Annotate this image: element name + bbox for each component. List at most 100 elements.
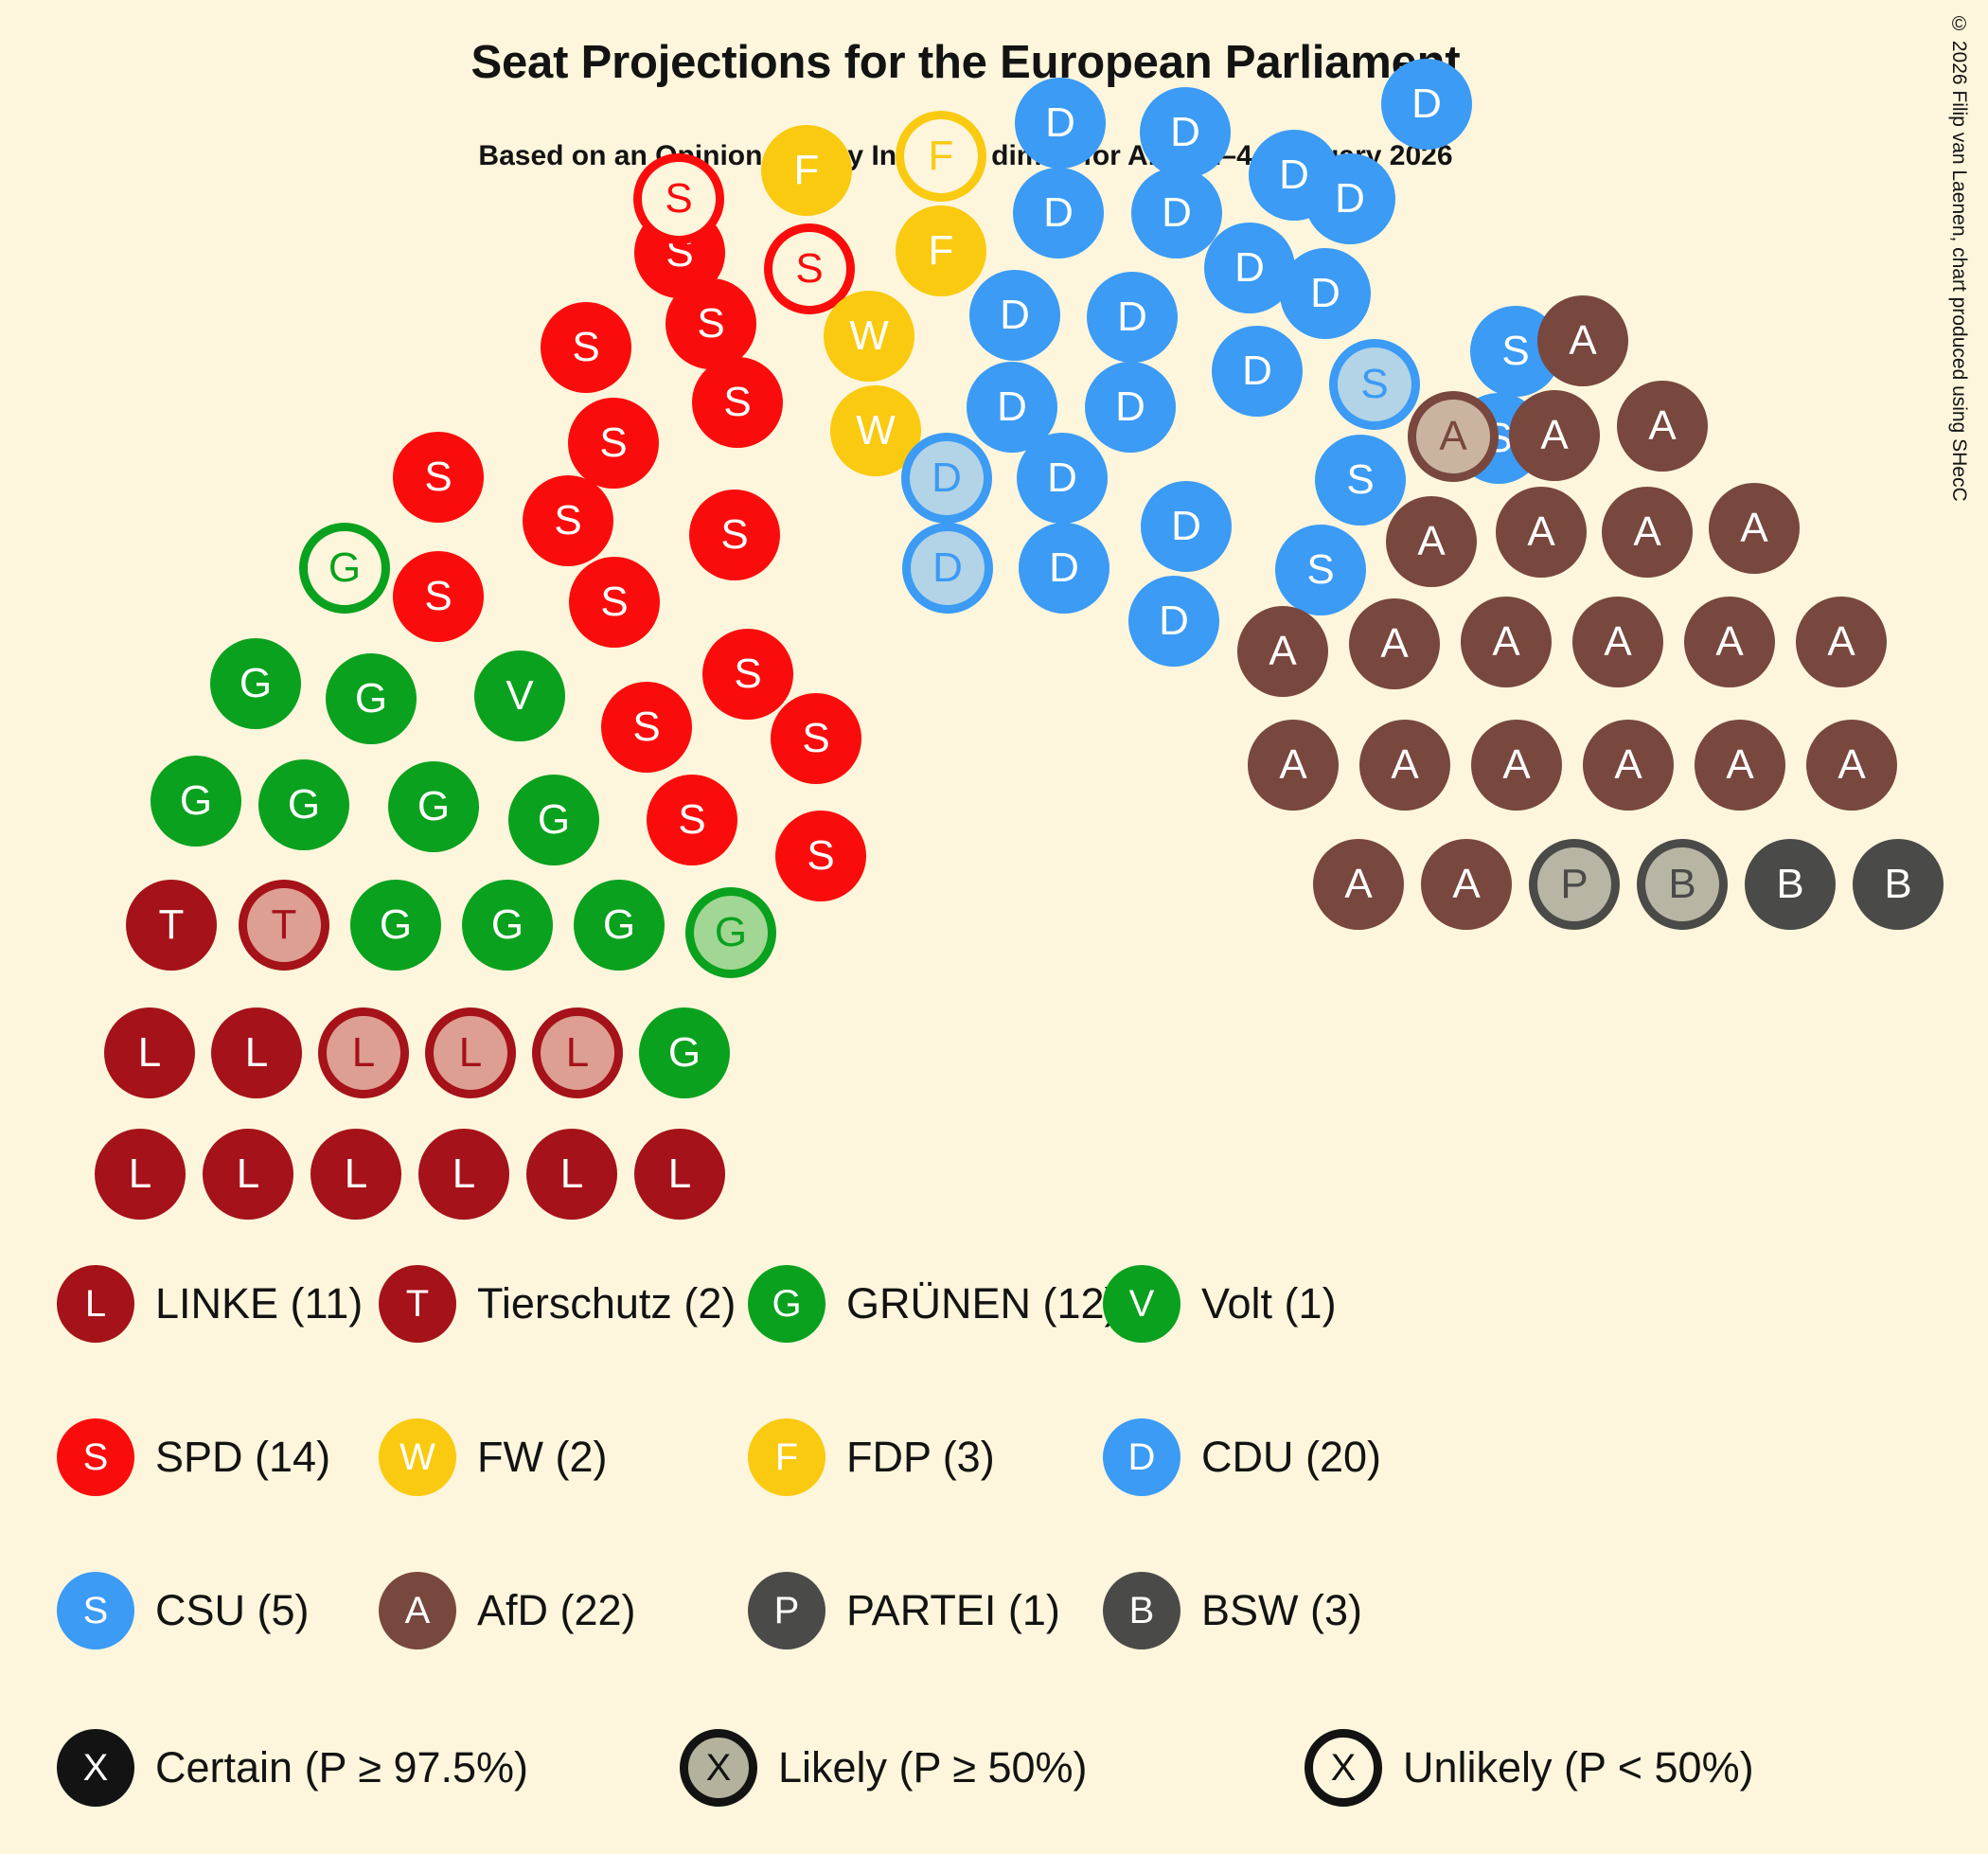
seat-s-27: S bbox=[601, 682, 692, 773]
seat-g-14: G bbox=[350, 880, 441, 971]
seat-d-54: D bbox=[1017, 433, 1108, 524]
seat-d-50: D bbox=[969, 270, 1060, 361]
legend-swatch-fw: W bbox=[379, 1418, 456, 1496]
seat-f-45: F bbox=[896, 205, 986, 296]
seat-g-11: G bbox=[639, 1007, 730, 1098]
seat-d-57: D bbox=[1085, 362, 1176, 453]
seat-v-26: V bbox=[474, 651, 565, 741]
seat-s-36: S bbox=[568, 398, 659, 489]
seat-d-67: D bbox=[1381, 59, 1472, 150]
seat-l-2: L bbox=[311, 1129, 401, 1220]
seat-p-95: P bbox=[1529, 839, 1620, 930]
seat-g-19: G bbox=[258, 759, 349, 850]
legend-item-fdp: F FDP (3) bbox=[748, 1418, 995, 1496]
seat-a-89: A bbox=[1471, 720, 1562, 811]
seat-l-1: L bbox=[203, 1129, 293, 1220]
seat-a-78: A bbox=[1496, 487, 1587, 578]
seat-s-39: S bbox=[541, 302, 631, 393]
legend-label-unlikely: Unlikely (P < 50%) bbox=[1403, 1743, 1754, 1792]
legend-label-fw: FW (2) bbox=[477, 1433, 608, 1481]
seat-s-31: S bbox=[393, 551, 484, 642]
legend-label-fdp: FDP (3) bbox=[846, 1433, 995, 1481]
legend-item-spd: S SPD (14) bbox=[57, 1418, 330, 1496]
seat-a-81: A bbox=[1237, 606, 1328, 697]
legend-swatch-partei: P bbox=[748, 1572, 825, 1649]
seat-b-97: B bbox=[1745, 839, 1836, 930]
legend-item-bsw: B BSW (3) bbox=[1103, 1572, 1362, 1649]
seat-a-82: A bbox=[1349, 598, 1440, 689]
legend-item-certain: X Certain (P ≥ 97.5%) bbox=[57, 1729, 528, 1807]
legend-label-csu: CSU (5) bbox=[155, 1586, 310, 1634]
seat-g-25: G bbox=[326, 653, 417, 744]
seat-a-93: A bbox=[1313, 839, 1404, 930]
seat-l-8: L bbox=[318, 1007, 409, 1098]
seat-t-13: T bbox=[239, 880, 329, 971]
seat-w-46: W bbox=[824, 291, 914, 382]
seat-s-41: S bbox=[633, 153, 724, 244]
seat-s-35: S bbox=[523, 475, 613, 566]
legend-item-fw: W FW (2) bbox=[379, 1418, 607, 1496]
seat-t-12: T bbox=[126, 880, 217, 971]
seat-s-29: S bbox=[771, 693, 861, 784]
seat-a-94: A bbox=[1421, 839, 1512, 930]
seat-d-61: D bbox=[1128, 576, 1219, 667]
seat-s-32: S bbox=[569, 557, 660, 648]
legend-row-1: L LINKE (11) T Tierschutz (2) G GRÜNEN (12) V V… bbox=[0, 1248, 1988, 1401]
seat-a-92: A bbox=[1806, 720, 1897, 811]
legend-item-tierschutz: T Tierschutz (2) bbox=[379, 1265, 736, 1343]
seat-a-76: A bbox=[1617, 381, 1708, 472]
seat-a-73: A bbox=[1408, 391, 1499, 482]
seat-f-43: F bbox=[761, 125, 852, 216]
seat-g-30: G bbox=[299, 523, 390, 614]
legend-label-volt: Volt (1) bbox=[1201, 1279, 1337, 1328]
legend-label-cdu: CDU (20) bbox=[1201, 1433, 1382, 1481]
seat-s-28: S bbox=[702, 629, 793, 720]
legend-item-gruenen: G GRÜNEN (12) bbox=[748, 1265, 1119, 1343]
legend-item-partei: P PARTEI (1) bbox=[748, 1572, 1060, 1649]
seat-l-4: L bbox=[526, 1129, 617, 1220]
legend-swatch-bsw: B bbox=[1103, 1572, 1180, 1649]
seat-b-96: B bbox=[1637, 839, 1728, 930]
legend-label-bsw: BSW (3) bbox=[1201, 1586, 1363, 1634]
seat-a-88: A bbox=[1359, 720, 1450, 811]
seat-d-53: D bbox=[1015, 78, 1106, 169]
seat-s-42: S bbox=[764, 223, 855, 314]
legend-swatch-volt: V bbox=[1103, 1265, 1180, 1343]
seat-d-59: D bbox=[1140, 87, 1231, 178]
seat-w-47: W bbox=[830, 385, 921, 476]
legend-swatch-csu: S bbox=[57, 1572, 134, 1649]
legend-swatch-gruenen: G bbox=[748, 1265, 825, 1343]
legend-item-afd: A AfD (22) bbox=[379, 1572, 636, 1649]
seat-a-85: A bbox=[1684, 597, 1775, 687]
seat-g-20: G bbox=[388, 761, 479, 852]
seat-a-84: A bbox=[1572, 597, 1663, 687]
seat-a-90: A bbox=[1583, 720, 1674, 811]
seat-d-48: D bbox=[901, 433, 992, 524]
legend-swatch-likely: X bbox=[680, 1729, 757, 1807]
seat-a-86: A bbox=[1796, 597, 1887, 687]
seat-d-58: D bbox=[1131, 168, 1222, 258]
seat-s-22: S bbox=[647, 775, 737, 865]
seat-s-34: S bbox=[393, 432, 484, 523]
legend-swatch-certain: X bbox=[57, 1729, 134, 1807]
legend-probability-row: X Certain (P ≥ 97.5%) X Likely (P ≥ 50%) X Un… bbox=[0, 1721, 1988, 1854]
seat-a-75: A bbox=[1509, 390, 1600, 481]
copyright-notice: © 2026 Filip van Laenen, chart produced … bbox=[1948, 13, 1970, 502]
seat-l-7: L bbox=[211, 1007, 302, 1098]
seat-l-3: L bbox=[418, 1129, 509, 1220]
seat-a-77: A bbox=[1386, 496, 1477, 587]
seat-d-65: D bbox=[1280, 248, 1371, 339]
legend-label-tierschutz: Tierschutz (2) bbox=[477, 1279, 737, 1328]
seat-d-49: D bbox=[902, 523, 993, 614]
legend-label-gruenen: GRÜNEN (12) bbox=[846, 1279, 1119, 1328]
seat-f-44: F bbox=[896, 111, 986, 202]
legend-item-volt: V Volt (1) bbox=[1103, 1265, 1337, 1343]
legend-label-linke: LINKE (11) bbox=[155, 1279, 364, 1328]
legend-item-csu: S CSU (5) bbox=[57, 1572, 310, 1649]
legend-swatch-linke: L bbox=[57, 1265, 134, 1343]
legend-item-unlikely: X Unlikely (P < 50%) bbox=[1305, 1729, 1754, 1807]
seat-a-83: A bbox=[1461, 597, 1552, 687]
legend-item-linke: L LINKE (11) bbox=[57, 1265, 363, 1343]
seat-g-21: G bbox=[508, 775, 599, 865]
seat-g-15: G bbox=[462, 880, 553, 971]
